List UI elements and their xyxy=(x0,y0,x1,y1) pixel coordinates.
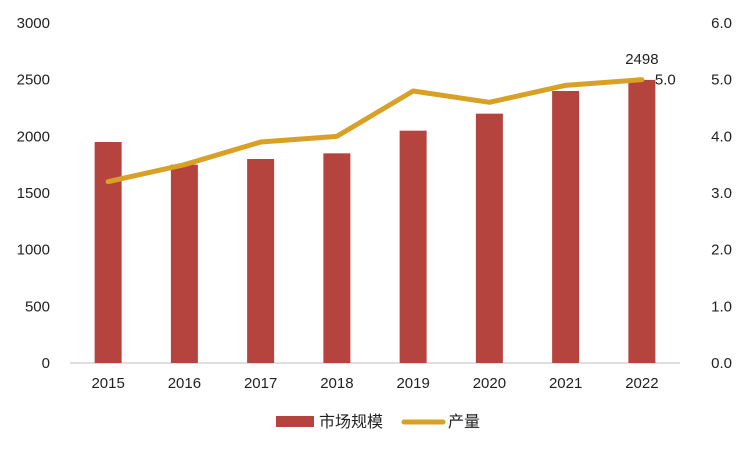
x-axis: 2015 2016 2017 2018 2019 2020 2021 2022 xyxy=(91,375,658,392)
bar xyxy=(399,130,427,363)
bar xyxy=(552,91,580,363)
bar xyxy=(247,159,275,363)
legend: 市场规模 产量 xyxy=(276,412,480,431)
line-data-label: 5.0 xyxy=(655,72,676,89)
x-tick-label: 2018 xyxy=(320,375,353,392)
bar xyxy=(170,164,198,363)
left-y-tick-label: 1000 xyxy=(17,242,50,259)
left-y-tick-label: 2000 xyxy=(17,128,50,145)
x-tick-label: 2022 xyxy=(625,375,658,392)
right-y-tick-label: 6.0 xyxy=(711,15,732,32)
data-labels: 2498 5.0 xyxy=(625,51,676,89)
right-y-tick-label: 5.0 xyxy=(711,72,732,89)
bar xyxy=(94,142,122,363)
right-y-tick-label: 4.0 xyxy=(711,128,732,145)
line-series xyxy=(105,77,645,185)
right-y-tick-label: 1.0 xyxy=(711,298,732,315)
left-y-axis: 0 500 1000 1500 2000 2500 3000 xyxy=(17,15,50,372)
x-tick-label: 2017 xyxy=(244,375,277,392)
x-tick-label: 2019 xyxy=(396,375,429,392)
output-line xyxy=(105,77,645,185)
bar-series xyxy=(94,79,656,364)
legend-label-output: 产量 xyxy=(448,412,480,431)
right-y-tick-label: 2.0 xyxy=(711,242,732,259)
bar xyxy=(475,113,503,364)
left-y-tick-label: 2500 xyxy=(17,72,50,89)
left-y-tick-label: 1500 xyxy=(17,185,50,202)
legend-swatch-market-size xyxy=(276,416,314,427)
left-y-tick-label: 0 xyxy=(42,355,50,372)
left-y-tick-label: 500 xyxy=(25,298,50,315)
bar xyxy=(628,79,656,363)
x-tick-label: 2021 xyxy=(549,375,582,392)
x-tick-label: 2016 xyxy=(168,375,201,392)
right-y-axis: 0.0 1.0 2.0 3.0 4.0 5.0 6.0 xyxy=(711,15,732,372)
x-tick-label: 2020 xyxy=(473,375,506,392)
right-y-tick-label: 0.0 xyxy=(711,355,732,372)
bar xyxy=(323,153,351,363)
bar-data-label: 2498 xyxy=(625,51,658,68)
left-y-tick-label: 3000 xyxy=(17,15,50,32)
x-tick-label: 2015 xyxy=(91,375,124,392)
legend-label-market-size: 市场规模 xyxy=(319,412,383,431)
right-y-tick-label: 3.0 xyxy=(711,185,732,202)
